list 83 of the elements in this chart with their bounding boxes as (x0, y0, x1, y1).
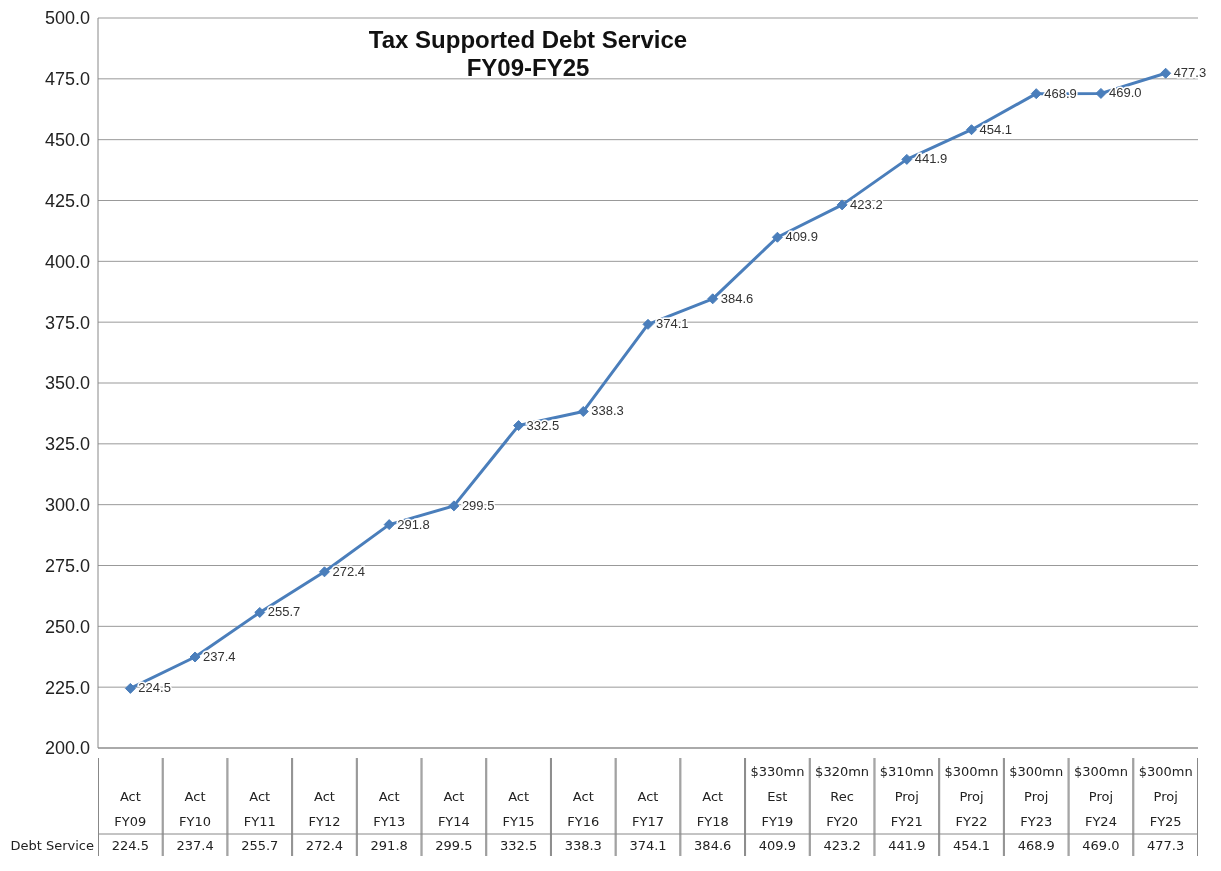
x-tick-label: Act FY09 (114, 789, 147, 829)
text: 374.1 (656, 316, 689, 332)
point (124, 682, 136, 694)
text: 255.7 (267, 604, 301, 620)
text: 338.3 (564, 838, 602, 853)
y-tick-label: 200.0 (44, 738, 90, 759)
x-tick-label: Act FY13 (373, 789, 406, 829)
text: 454.1 (952, 838, 991, 853)
y-tick-label: 275.0 (44, 555, 90, 576)
x-tick-label: $300mn Proj FY22 (944, 764, 999, 829)
text: 469.0 (1108, 85, 1142, 101)
chart-title: Tax Supported Debt Service (367, 26, 689, 54)
text: 291.8 (397, 516, 430, 532)
point (642, 318, 654, 330)
text: 255.7 (241, 838, 279, 853)
text: 224.5 (138, 680, 171, 696)
text: 237.4 (176, 838, 214, 853)
x-tick-label: Act FY10 (179, 789, 212, 829)
point (189, 651, 201, 663)
y-tick-label: 500.0 (44, 8, 90, 29)
text: 332.5 (499, 838, 538, 853)
text: 272.4 (332, 563, 366, 579)
text: 423.2 (850, 196, 883, 212)
text: 441.9 (888, 838, 926, 853)
y-tick-label: 225.0 (44, 677, 90, 698)
point (966, 124, 978, 136)
y-tick-label: 250.0 (44, 616, 90, 637)
text: 468.9 (1017, 838, 1055, 853)
x-tick-label: $310mn Proj FY21 (879, 764, 934, 829)
point (318, 566, 330, 578)
text: 384.6 (694, 838, 732, 853)
text: 338.3 (591, 403, 624, 419)
text: 477.3 (1173, 65, 1207, 81)
y-tick-label: 325.0 (44, 434, 90, 455)
text: 409.9 (758, 838, 797, 853)
point (901, 153, 913, 165)
x-tick-label: $330mn Est FY19 (750, 764, 805, 829)
point (383, 519, 395, 531)
text: 224.5 (111, 838, 149, 853)
point (1160, 67, 1172, 79)
text: 423.2 (823, 838, 861, 853)
point (254, 606, 266, 618)
x-tick-label: Act FY15 (502, 789, 535, 829)
text: Debt Service (10, 838, 94, 853)
point (448, 500, 460, 512)
x-tick-label: Act FY14 (437, 789, 470, 829)
x-tick-label: Act FY16 (567, 789, 600, 829)
point (513, 420, 525, 432)
text: 441.9 (914, 151, 948, 167)
x-tick-label: $300mn Proj FY25 (1138, 764, 1193, 829)
x-tick-label: Act FY17 (632, 789, 664, 829)
x-tick-label: $300mn Proj FY24 (1073, 764, 1128, 829)
text: 409.9 (785, 229, 818, 245)
y-tick-label: 300.0 (44, 495, 90, 516)
x-tick-label: Act FY18 (696, 789, 729, 829)
y-tick-label: 375.0 (44, 312, 90, 333)
text: 299.5 (435, 838, 473, 853)
text: 374.1 (629, 838, 667, 853)
text: 469.0 (1082, 838, 1120, 853)
y-tick-label: 450.0 (44, 130, 90, 151)
y-tick-label: 350.0 (44, 373, 90, 394)
x-tick-label: $300mn Proj FY23 (1009, 764, 1064, 829)
point (836, 199, 848, 211)
y-tick-label: 475.0 (44, 69, 90, 90)
y-tick-label: 400.0 (44, 251, 90, 272)
text: 384.6 (720, 290, 754, 306)
point (771, 231, 783, 243)
point (707, 293, 719, 305)
text: 291.8 (370, 838, 408, 853)
text: 454.1 (979, 121, 1013, 137)
text: 299.5 (461, 497, 495, 513)
text: 272.4 (305, 838, 344, 853)
point (1030, 88, 1042, 100)
x-tick-label: Act FY11 (243, 789, 276, 829)
text: 332.5 (526, 417, 560, 433)
x-tick-label: Act FY12 (308, 789, 341, 829)
text: FY09-FY25 (465, 54, 591, 82)
text: 477.3 (1147, 838, 1185, 853)
point (577, 405, 589, 417)
y-tick-label: 425.0 (44, 190, 90, 211)
text: 237.4 (203, 648, 236, 664)
point (1095, 87, 1107, 99)
x-tick-label: $320mn Rec FY20 (815, 764, 870, 829)
